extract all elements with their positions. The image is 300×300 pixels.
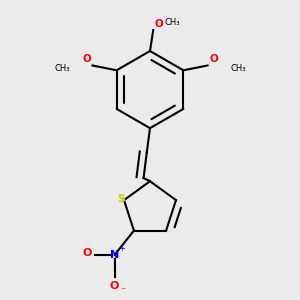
Text: +: +: [118, 244, 125, 253]
Text: O: O: [82, 54, 91, 64]
Text: O: O: [83, 248, 92, 258]
Text: CH₃: CH₃: [230, 64, 245, 73]
Text: CH₃: CH₃: [55, 64, 70, 73]
Text: O: O: [209, 54, 218, 64]
Text: N: N: [110, 250, 119, 260]
Text: O: O: [154, 19, 163, 28]
Text: ⁻: ⁻: [120, 286, 126, 296]
Text: CH₃: CH₃: [164, 18, 180, 27]
Text: S: S: [117, 194, 125, 203]
Text: O: O: [110, 280, 119, 290]
